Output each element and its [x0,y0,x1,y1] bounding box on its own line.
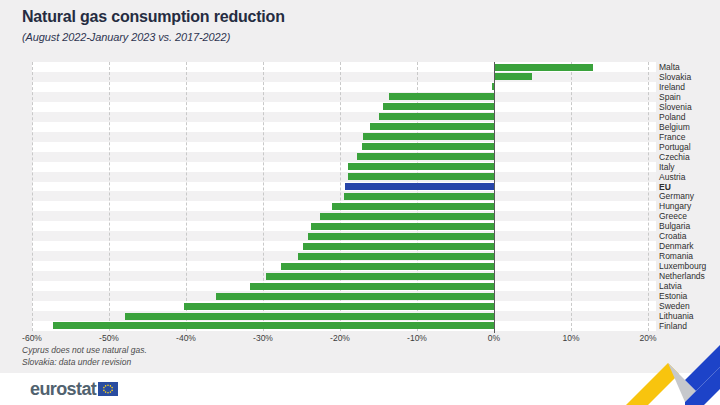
row-band [32,152,656,162]
category-label-luxembourg: Luxembourg [659,261,706,271]
row-band [32,142,656,152]
bar-ireland [492,83,494,90]
category-label-netherlands: Netherlands [659,271,705,281]
row-band [32,92,656,102]
category-label-estonia: Estonia [659,291,687,301]
category-label-bulgaria: Bulgaria [659,221,690,231]
category-label-belgium: Belgium [659,122,690,132]
category-label-portugal: Portugal [659,142,691,152]
bar-czechia [357,153,494,160]
tick-label--50: -50% [89,333,129,343]
bar-slovenia [383,103,494,110]
gridline--20 [340,62,341,331]
row-band [32,122,656,132]
bar-sweden [184,303,494,310]
category-label-ireland: Ireland [659,82,685,92]
gridline-10 [571,62,572,331]
category-label-austria: Austria [659,172,685,182]
footnote-slovakia: Slovakia: data under revision [22,357,131,367]
footnote-cyprus: Cyprus does not use natural gas. [22,345,147,355]
bar-bulgaria [311,223,494,230]
category-label-spain: Spain [659,92,681,102]
bar-netherlands [266,273,494,280]
eurostat-logo: eurostat [30,379,118,399]
bar-hungary [332,203,494,210]
zero-axis-line [494,62,495,333]
natural-gas-chart: MaltaSlovakiaIrelandSpainSloveniaPolandB… [0,0,720,405]
eu-flag-icon [98,382,118,396]
category-label-denmark: Denmark [659,241,693,251]
category-label-romania: Romania [659,251,693,261]
bar-croatia [308,233,494,240]
category-label-latvia: Latvia [659,281,682,291]
category-label-poland: Poland [659,112,685,122]
category-label-germany: Germany [659,191,694,201]
bar-portugal [362,143,494,150]
row-band [32,82,656,92]
gridline-20 [648,62,649,331]
bar-eu [345,183,494,190]
gridline--50 [109,62,110,331]
chart-title: Natural gas consumption reduction [22,8,285,26]
row-band [32,132,656,142]
category-label-finland: Finland [659,321,687,331]
category-label-eu: EU [659,182,671,192]
row-band [32,102,656,112]
tick-label-10: 10% [551,333,591,343]
row-band [32,112,656,122]
tick-label--30: -30% [243,333,283,343]
bar-latvia [250,283,494,290]
tick-label--10: -10% [397,333,437,343]
bar-denmark [303,243,494,250]
bar-luxembourg [281,263,494,270]
bar-france [363,133,494,140]
tick-label--40: -40% [166,333,206,343]
gridline--30 [263,62,264,331]
category-label-italy: Italy [659,162,675,172]
row-band [32,162,656,172]
gridline--40 [186,62,187,331]
row-band [32,172,656,182]
bar-greece [320,213,494,220]
row-band [32,182,656,192]
bar-italy [348,163,494,170]
category-label-czechia: Czechia [659,152,690,162]
bar-germany [344,193,494,200]
bar-finland [53,322,494,329]
category-label-france: France [659,132,685,142]
category-label-greece: Greece [659,211,687,221]
category-label-croatia: Croatia [659,231,686,241]
row-band [32,72,656,82]
tick-label--60: -60% [12,333,52,343]
zigzag-decoration [618,339,720,405]
bar-belgium [370,123,494,130]
eurostat-logo-text: eurostat [30,379,96,400]
category-label-sweden: Sweden [659,301,690,311]
chart-subtitle: (August 2022-January 2023 vs. 2017-2022) [22,31,230,43]
bar-poland [379,113,494,120]
bar-slovakia [495,73,532,80]
category-label-hungary: Hungary [659,201,691,211]
bar-austria [348,173,494,180]
tick-label-0: 0% [474,333,514,343]
bar-spain [389,93,494,100]
category-label-lithuania: Lithuania [659,311,694,321]
bar-romania [298,253,494,260]
category-label-slovakia: Slovakia [659,72,691,82]
category-label-slovenia: Slovenia [659,102,692,112]
bar-estonia [216,293,494,300]
category-label-malta: Malta [659,62,680,72]
tick-label--20: -20% [320,333,360,343]
gridline--60 [32,62,33,331]
bar-malta [495,64,593,71]
bar-lithuania [125,313,494,320]
